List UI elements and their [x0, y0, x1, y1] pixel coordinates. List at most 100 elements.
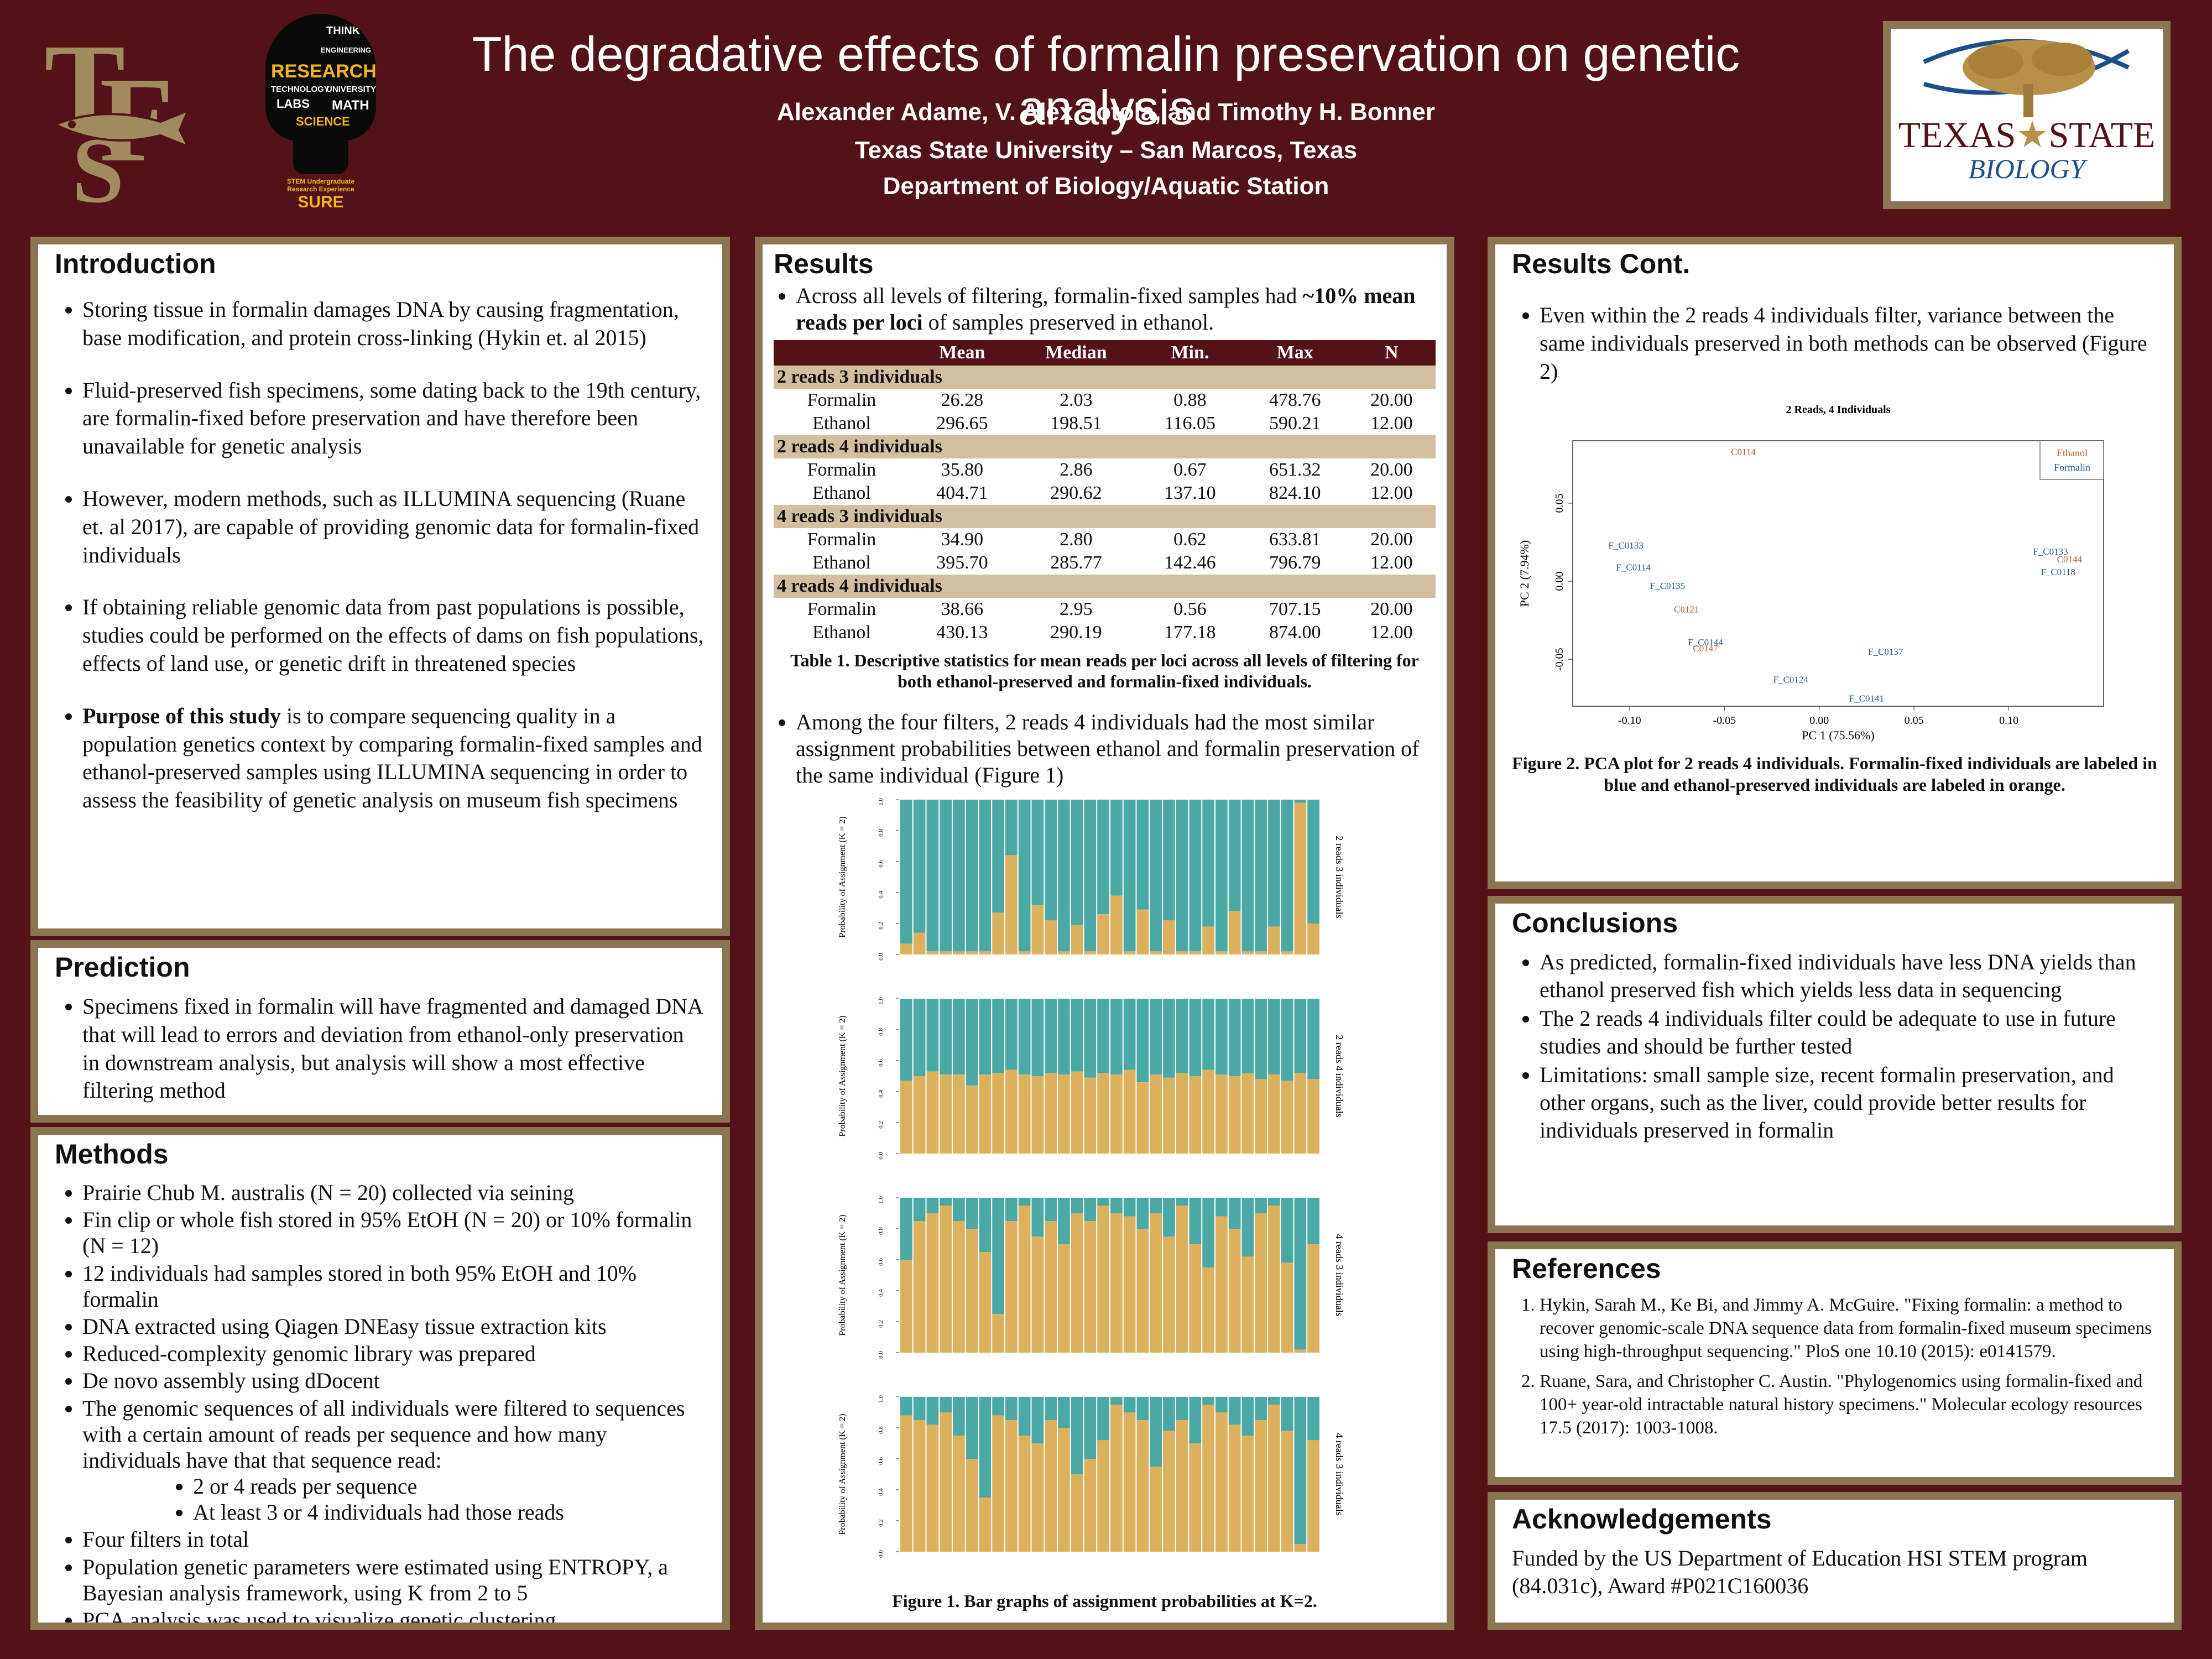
bar-segment-gold: [1149, 1074, 1162, 1154]
point-label: F_C0135: [1650, 581, 1685, 592]
bar-segment-gold: [939, 1074, 952, 1154]
bar-segment-teal: [939, 998, 952, 1074]
bar-segment-gold: [1267, 926, 1280, 954]
bar-segment-gold: [1018, 951, 1030, 954]
bar-segment-gold: [913, 1076, 925, 1154]
bar-segment-gold: [1176, 1073, 1188, 1154]
bar-segment-gold: [1071, 1474, 1083, 1552]
bar-segment-teal: [1267, 1197, 1280, 1206]
table-cell: 874.00: [1269, 622, 1321, 643]
references-panel: References Hykin, Sarah M., Ke Bi, and J…: [1488, 1241, 2182, 1485]
bar-segment-gold: [1097, 1205, 1109, 1353]
table-group-row: 4 reads 4 individuals: [774, 575, 1436, 598]
bar-segment-teal: [1228, 1197, 1240, 1229]
bar-segment-gold: [1294, 802, 1306, 954]
bar-segment-teal: [1149, 1197, 1162, 1213]
bar-segment-gold: [1136, 909, 1149, 954]
bar-segment-gold: [1307, 1079, 1319, 1154]
bar-segment-gold: [1136, 1228, 1149, 1353]
y-tick-label: 1.0: [878, 797, 884, 805]
bar-segment-gold: [1057, 1427, 1070, 1552]
bar-segment-gold: [966, 1228, 978, 1353]
bar-segment-teal: [1254, 1197, 1267, 1213]
intro-bullet: Storing tissue in formalin damages DNA b…: [82, 296, 706, 352]
acknowledgements-panel: Acknowledgements Funded by the US Depart…: [1488, 1492, 2182, 1630]
methods-bullet: Prairie Chub M. australis (N = 20) colle…: [82, 1180, 706, 1206]
y-tick-label: 0.8: [878, 1426, 884, 1433]
point-label: C0121: [1674, 604, 1699, 615]
methods-bullet: De novo assembly using dDocent: [82, 1368, 706, 1394]
y-tick-label: 0.05: [1553, 494, 1566, 513]
bar-segment-gold: [1281, 951, 1293, 954]
results-cont-panel: Results Cont. Even within the 2 reads 4 …: [1488, 237, 2182, 889]
bar-segment-teal: [952, 998, 965, 1074]
bar-chart-2: Probability of Assignment (K = 2) 0.0 0.2 0…: [838, 997, 1345, 1159]
table-cell: 0.56: [1173, 599, 1207, 619]
bar-segment-teal: [1097, 998, 1109, 1073]
bar-segment-gold: [1281, 1081, 1293, 1154]
table-cell: 2.86: [1060, 460, 1093, 480]
bar-segment-teal: [939, 1197, 952, 1206]
sure-word: TECHNOLOGY: [271, 85, 330, 94]
bar-segment-gold: [1123, 1412, 1135, 1552]
methods-bullet: PCA analysis was used to visualize genet…: [82, 1607, 706, 1623]
table-header-cell: Max: [1242, 340, 1348, 366]
point-label: C0114: [1731, 447, 1756, 457]
table-cell: 0.67: [1173, 460, 1207, 480]
table-cell: Ethanol: [812, 413, 871, 434]
poster-title: The degradative effects of formalin pres…: [472, 27, 1740, 135]
bar-segment-teal: [1097, 799, 1109, 914]
bar-segment-teal: [1044, 1396, 1057, 1420]
table-cell: 116.05: [1164, 413, 1216, 434]
table-row: Ethanol 395.70 285.77 142.46 796.79 12.00: [774, 551, 1436, 575]
prediction-bullet: Specimens fixed in formalin will have fr…: [82, 993, 706, 1105]
bar-segment-gold: [900, 1259, 912, 1353]
bar-segment-gold: [939, 951, 952, 954]
sure-word: RESEARCH: [271, 61, 376, 82]
bar-segment-teal: [1176, 1197, 1188, 1206]
table-cell: 12.00: [1370, 622, 1413, 643]
bar-segment-gold: [1202, 1404, 1214, 1552]
bar-segment-gold: [1162, 920, 1175, 954]
point-label: F_C0124: [1773, 675, 1809, 685]
bar-segment-gold: [1176, 1205, 1188, 1353]
bar-segment-teal: [1228, 1396, 1240, 1425]
bar-segment-teal: [1044, 998, 1057, 1073]
bar-segment-teal: [952, 1197, 965, 1221]
bar-segment-gold: [1176, 1420, 1188, 1552]
bar-segment-teal: [1097, 1396, 1109, 1441]
bar-segment-teal: [1149, 1396, 1162, 1467]
table-row: Formalin 26.28 2.03 0.88 478.76 20.00: [774, 389, 1436, 412]
y-tick-label: 0.4: [878, 1488, 884, 1495]
methods-bullet: DNA extracted using Qiagen DNEasy tissue…: [82, 1313, 706, 1339]
bar-segment-gold: [1031, 1236, 1044, 1353]
bar-segment-teal: [1241, 998, 1254, 1073]
methods-bullet: Four filters in total: [82, 1526, 706, 1552]
bar-segment-teal: [926, 1396, 938, 1425]
bar-segment-teal: [1136, 799, 1149, 910]
bar-chart-3: Probability of Assignment (K = 2) 0.0 0.2 0…: [838, 1196, 1345, 1358]
bar-segment-gold: [1281, 1262, 1293, 1353]
methods-sub-bullet: At least 3 or 4 individuals had those re…: [193, 1499, 706, 1525]
bar-segment-gold: [1136, 1082, 1149, 1154]
bar-segment-teal: [1294, 1197, 1306, 1350]
bar-segment-teal: [1057, 998, 1070, 1074]
bar-segment-gold: [952, 1074, 965, 1154]
bar-segment-gold: [1202, 926, 1214, 954]
tfs-logo: T F S: [44, 22, 191, 205]
logo-state: STATE: [2048, 115, 2156, 155]
bar-segment-gold: [939, 1412, 952, 1552]
table-row: Formalin 35.80 2.86 0.67 651.32 20.00: [774, 458, 1436, 482]
bar-segment-teal: [1071, 998, 1083, 1072]
bar-segment-teal: [1281, 998, 1293, 1081]
x-tick-label: -0.05: [1713, 714, 1736, 727]
results-cont-heading: Results Cont.: [1512, 248, 1691, 279]
bar-segment-teal: [1005, 1197, 1018, 1221]
bar-segment-teal: [1031, 799, 1044, 905]
bar-segment-gold: [1031, 1076, 1044, 1154]
bar-segment-teal: [1084, 799, 1096, 952]
methods-bullet: Population genetic parameters were estim…: [82, 1554, 706, 1606]
bar-segment-gold: [1084, 951, 1096, 954]
bar-segment-teal: [1110, 1197, 1123, 1213]
bar-segment-teal: [1071, 1197, 1083, 1213]
